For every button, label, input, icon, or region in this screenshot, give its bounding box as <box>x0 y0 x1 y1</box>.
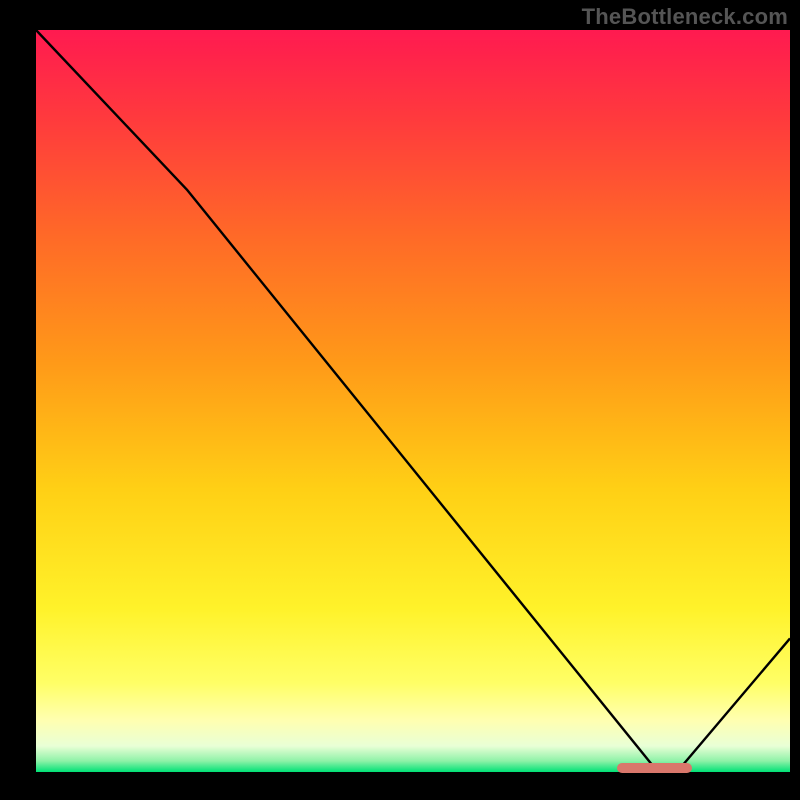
plot-background <box>36 30 790 772</box>
floor-marker <box>617 763 692 773</box>
watermark-text: TheBottleneck.com <box>582 4 788 30</box>
chart-canvas <box>0 0 800 800</box>
